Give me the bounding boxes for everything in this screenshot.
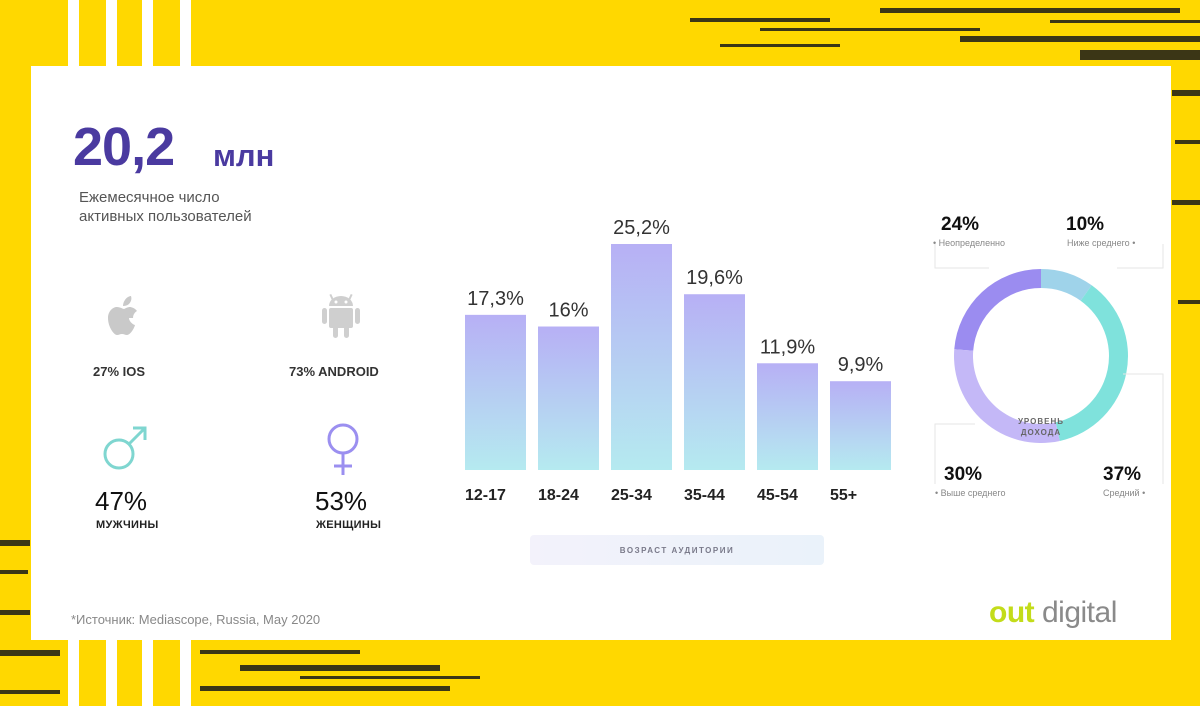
age-category-label: 35-44 [684, 487, 725, 504]
age-bar-35-44 [684, 294, 745, 470]
age-bar-value-label: 9,9% [838, 354, 884, 376]
ios-share-label: 27% IOS [93, 364, 146, 379]
age-category-label: 45-54 [757, 487, 798, 504]
headline-value: 20,2 [73, 117, 175, 177]
age-category-label: 18-24 [538, 487, 579, 504]
apple-icon [108, 296, 137, 335]
age-bar-45-54 [757, 363, 818, 470]
income-above-avg-label: • Выше среднего [935, 488, 1006, 498]
income-undefined-pct: 24% [941, 214, 980, 235]
age-category-label: 25-34 [611, 487, 652, 504]
top-stripes-decoration [68, 0, 198, 66]
donut-slice-2 [1041, 269, 1092, 301]
age-bar-value-label: 11,9% [760, 336, 815, 358]
female-label: ЖЕНЩИНЫ [316, 519, 382, 531]
male-symbol-icon [103, 426, 147, 470]
age-bar-12-17 [465, 314, 526, 470]
female-symbol-icon [327, 423, 359, 475]
age-bar-value-label: 17,3% [467, 288, 524, 310]
age-bar-18-24 [538, 326, 599, 470]
male-percent: 47% [95, 486, 148, 516]
android-share-label: 73% ANDROID [289, 364, 379, 379]
headline-unit: млн [213, 138, 275, 173]
android-icon [322, 293, 360, 338]
income-donut-chart [954, 269, 1128, 443]
income-below-avg-label: Ниже среднего • [1067, 238, 1136, 248]
out-digital-logo: out digital [989, 596, 1117, 629]
age-axis-title: ВОЗРАСТ АУДИТОРИИ [530, 535, 824, 565]
age-bar-value-label: 19,6% [686, 267, 743, 289]
donut-slice-1 [954, 269, 1041, 351]
bottom-stripes-decoration [68, 640, 198, 706]
age-category-label: 55+ [830, 487, 857, 504]
age-bar-25-34 [611, 244, 672, 470]
donut-slice-4 [954, 349, 1060, 443]
infographic-card: 20,2 млн Ежемесячное число активных поль… [31, 66, 1171, 640]
donut-center-title: УРОВЕНЬ ДОХОДА [1017, 417, 1065, 437]
income-below-avg-pct: 10% [1066, 214, 1105, 235]
male-label: МУЖЧИНЫ [96, 519, 159, 531]
age-bar-55+ [830, 381, 891, 470]
income-average-pct: 37% [1103, 464, 1142, 485]
age-category-label: 12-17 [465, 487, 506, 504]
source-note: *Источник: Mediascope, Russia, May 2020 [71, 612, 321, 627]
age-bar-chart: 17,3% 12-17 16% 18-24 25,2% 25-34 19,6% 35-44 11… [465, 217, 891, 504]
age-bar-value-label: 25,2% [613, 217, 670, 239]
income-above-avg-pct: 30% [944, 464, 983, 485]
donut-slice-3 [1055, 285, 1128, 441]
headline-description: Ежемесячное число активных пользователей [79, 189, 252, 225]
income-average-label: Средний • [1103, 488, 1146, 498]
female-percent: 53% [315, 486, 368, 516]
income-undefined-label: • Неопределенно [933, 238, 1006, 248]
age-bar-value-label: 16% [548, 300, 588, 322]
